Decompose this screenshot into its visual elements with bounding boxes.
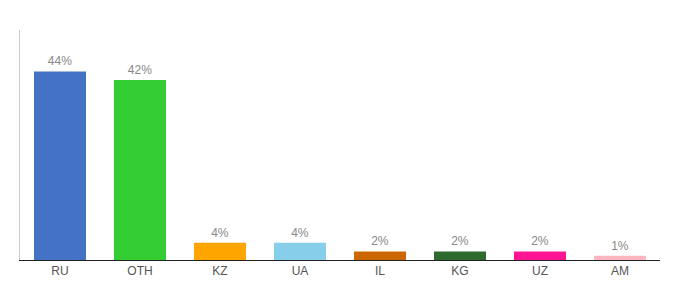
svg-text:RU: RU [51, 264, 68, 278]
svg-text:2%: 2% [371, 234, 389, 248]
svg-text:4%: 4% [291, 226, 309, 240]
svg-text:42%: 42% [128, 63, 152, 77]
svg-text:1%: 1% [611, 239, 629, 253]
svg-text:2%: 2% [531, 234, 549, 248]
svg-text:AM: AM [611, 264, 629, 278]
svg-text:IL: IL [375, 264, 385, 278]
svg-text:KZ: KZ [212, 264, 227, 278]
svg-text:4%: 4% [211, 226, 229, 240]
svg-text:2%: 2% [451, 234, 469, 248]
svg-text:44%: 44% [48, 54, 72, 68]
svg-text:OTH: OTH [127, 264, 152, 278]
svg-text:KG: KG [451, 264, 468, 278]
svg-text:UA: UA [292, 264, 309, 278]
svg-text:UZ: UZ [532, 264, 548, 278]
